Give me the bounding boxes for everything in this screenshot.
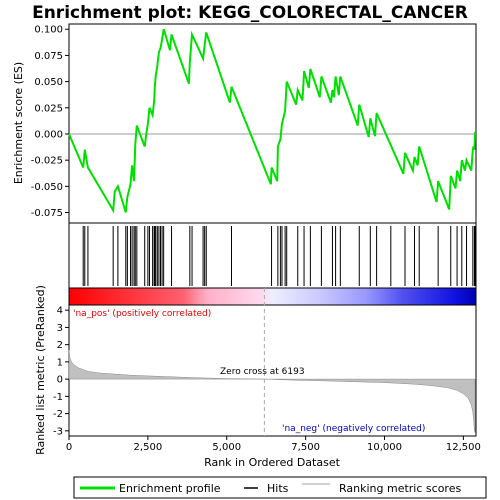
es-y-ticks: -0.075 -0.050 -0.025 0.000 0.025 0.050 0.075 0.… [31, 25, 69, 219]
legend-hits-label: Hits [267, 482, 289, 495]
metric-y-tick-label: -3 [53, 426, 63, 437]
enrichment-profile-line [68, 28, 477, 214]
pos-correlated-label: 'na_pos' (positively correlated) [73, 309, 211, 319]
x-tick-label: 5,000 [212, 442, 241, 453]
x-tick-label: 12,500 [446, 442, 481, 453]
es-y-tick-label: -0.025 [31, 156, 63, 167]
es-panel-frame [68, 23, 477, 224]
chart-title: Enrichment plot: KEGG_COLORECTAL_CANCER [32, 3, 468, 23]
metric-y-tick-label: 3 [57, 323, 63, 334]
metric-y-tick-label: 4 [57, 306, 63, 317]
metric-y-tick-label: 0 [57, 375, 63, 386]
x-tick-label: 0 [66, 442, 72, 453]
hit-lines [82, 226, 476, 286]
es-y-tick-label: -0.050 [31, 182, 63, 193]
x-axis-label: Rank in Ordered Dataset [204, 456, 341, 469]
es-y-tick-label: 0.025 [34, 103, 63, 114]
hits-panel [68, 222, 477, 289]
x-tick-label: 2,500 [134, 442, 163, 453]
metric-panel: -3 -2 -1 0 1 2 3 4 0 2,500 5,000 7,500 10,000 12,500… [34, 285, 481, 469]
es-panel: -0.075 -0.050 -0.025 0.000 0.025 0.050 0.075 0.… [12, 23, 477, 224]
es-y-tick-label: -0.075 [31, 208, 63, 219]
metric-panel-frame [68, 304, 477, 437]
metric-x-ticks: 0 2,500 5,000 7,500 10,000 12,500 [66, 436, 481, 453]
legend-box [73, 476, 487, 499]
metric-y-tick-label: 2 [57, 340, 63, 351]
metric-y-tick-label: 1 [57, 357, 63, 368]
metric-y-tick-label: -1 [53, 392, 63, 403]
x-tick-label: 7,500 [291, 442, 320, 453]
zero-cross-label: Zero cross at 6193 [220, 367, 305, 377]
metric-y-axis-label: Ranked list metric (PreRanked) [34, 285, 47, 455]
metric-y-ticks: -3 -2 -1 0 1 2 3 4 [53, 306, 69, 437]
es-y-tick-label: 0.100 [34, 25, 63, 36]
rank-color-bar [68, 287, 477, 306]
metric-y-tick-label: -2 [53, 409, 63, 420]
legend: Enrichment profile Hits Ranking metric s… [73, 476, 487, 499]
es-y-axis-label: Enrichment score (ES) [12, 62, 25, 184]
es-y-tick-label: 0.050 [34, 77, 63, 88]
legend-enrichment-label: Enrichment profile [119, 482, 221, 495]
ranking-metric-area [68, 349, 476, 433]
x-tick-label: 10,000 [367, 442, 402, 453]
es-y-tick-label: 0.000 [34, 129, 63, 140]
neg-correlated-label: 'na_neg' (negatively correlated) [282, 424, 425, 434]
legend-metric-label: Ranking metric scores [339, 482, 461, 495]
es-y-tick-label: 0.075 [34, 51, 63, 62]
